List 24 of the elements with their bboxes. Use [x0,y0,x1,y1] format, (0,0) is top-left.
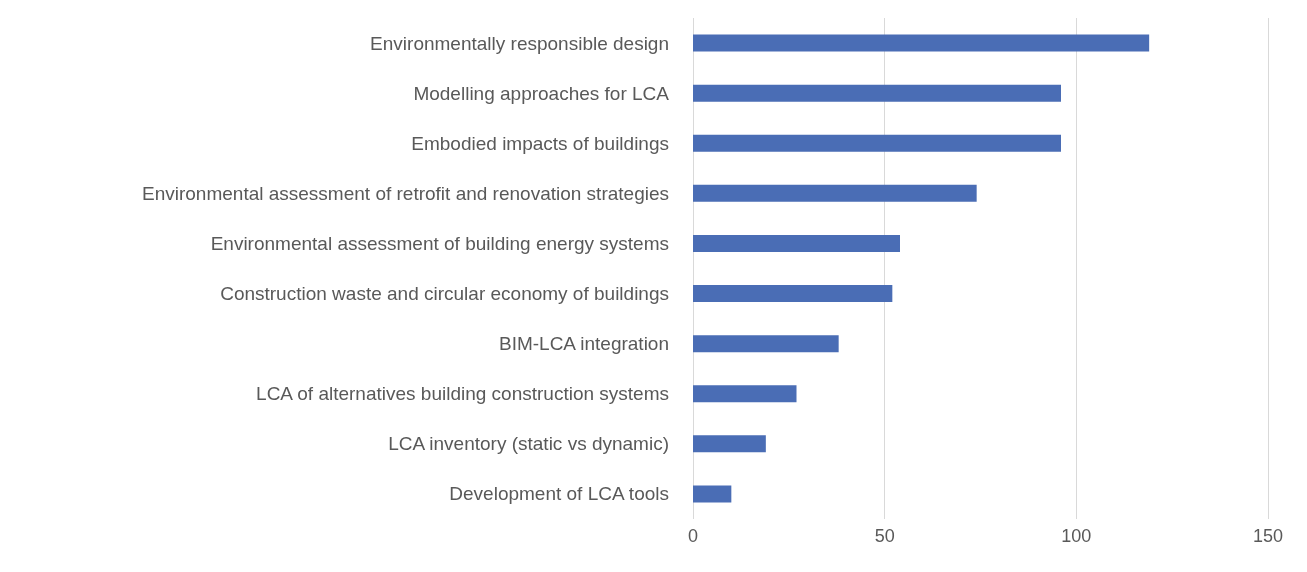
bar [693,285,893,303]
y-tick-label: BIM-LCA integration [498,333,669,355]
y-tick-label: Development of LCA tools [449,483,669,505]
y-tick-label: Construction waste and circular economy of buildings [220,283,669,305]
y-tick-label: Environmental assessment of building energy systems [210,232,669,254]
y-tick-label: LCA of alternatives building construction systems [256,383,669,405]
bar [693,84,1061,102]
bar [693,184,977,202]
y-tick-label: Embodied impacts of buildings [411,132,669,154]
bar [693,234,900,252]
y-tick-label: Modelling approaches for LCA [413,82,670,104]
y-tick-label: Environmental assessment of retrofit and renovation strategies [142,182,669,204]
bar [693,134,1061,152]
bar [693,34,1150,52]
x-tick-label: 0 [687,526,699,546]
bar [693,385,797,403]
bar [693,435,766,453]
x-tick-label: 100 [1061,526,1092,546]
x-tick-label: 150 [1252,526,1284,546]
bar [693,335,839,353]
y-tick-label: LCA inventory (static vs dynamic) [388,433,669,455]
y-tick-label: Environmentally responsible design [370,32,669,54]
x-tick-label: 50 [874,526,895,546]
bar [693,485,732,503]
